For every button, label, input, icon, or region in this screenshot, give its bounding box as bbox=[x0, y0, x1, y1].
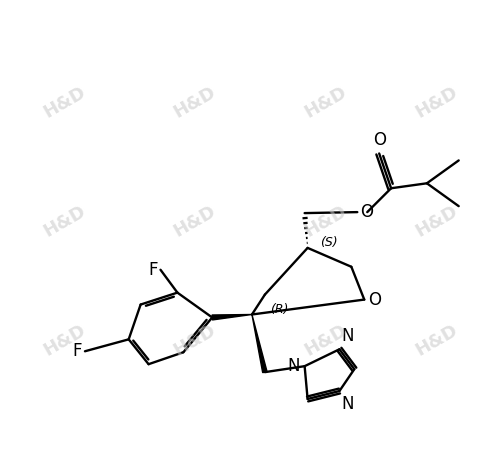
Text: (R): (R) bbox=[270, 303, 288, 316]
Text: H&D: H&D bbox=[413, 83, 462, 121]
Text: H&D: H&D bbox=[301, 202, 350, 241]
Text: F: F bbox=[148, 261, 157, 279]
Text: H&D: H&D bbox=[301, 321, 350, 360]
Text: H&D: H&D bbox=[413, 321, 462, 360]
Text: O: O bbox=[360, 203, 374, 221]
Text: H&D: H&D bbox=[171, 83, 220, 121]
Text: N: N bbox=[341, 327, 354, 345]
Text: H&D: H&D bbox=[40, 202, 89, 241]
Text: H&D: H&D bbox=[40, 321, 89, 360]
Text: N: N bbox=[341, 395, 354, 413]
Text: H&D: H&D bbox=[40, 83, 89, 121]
Text: H&D: H&D bbox=[171, 202, 220, 241]
Polygon shape bbox=[212, 314, 252, 320]
Text: H&D: H&D bbox=[171, 321, 220, 360]
Text: H&D: H&D bbox=[413, 202, 462, 241]
Text: O: O bbox=[373, 131, 386, 149]
Text: (S): (S) bbox=[319, 236, 337, 249]
Text: N: N bbox=[287, 357, 300, 375]
Polygon shape bbox=[252, 314, 267, 372]
Text: O: O bbox=[368, 290, 381, 308]
Text: F: F bbox=[73, 342, 82, 360]
Text: H&D: H&D bbox=[301, 83, 350, 121]
